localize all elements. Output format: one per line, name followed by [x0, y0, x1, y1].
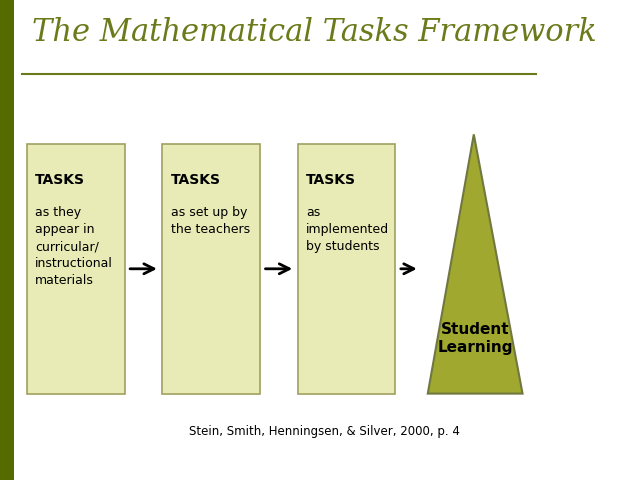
Text: Student
Learning: Student Learning	[437, 322, 513, 355]
Text: The Mathematical Tasks Framework: The Mathematical Tasks Framework	[33, 17, 597, 48]
Bar	[0, 0, 13, 480]
Text: as set up by
the teachers: as set up by the teachers	[171, 206, 250, 237]
Text: TASKS: TASKS	[306, 173, 356, 187]
Text: Stein, Smith, Henningsen, & Silver, 2000, p. 4: Stein, Smith, Henningsen, & Silver, 2000…	[189, 425, 460, 439]
Bar	[27, 144, 125, 394]
Text: TASKS: TASKS	[35, 173, 85, 187]
Text: TASKS: TASKS	[171, 173, 221, 187]
Text: as they
appear in
curricular/
instructional
materials: as they appear in curricular/ instructio…	[35, 206, 113, 288]
Polygon shape	[428, 134, 522, 394]
Bar	[163, 144, 260, 394]
Text: as
implemented
by students: as implemented by students	[306, 206, 389, 253]
Bar	[298, 144, 396, 394]
